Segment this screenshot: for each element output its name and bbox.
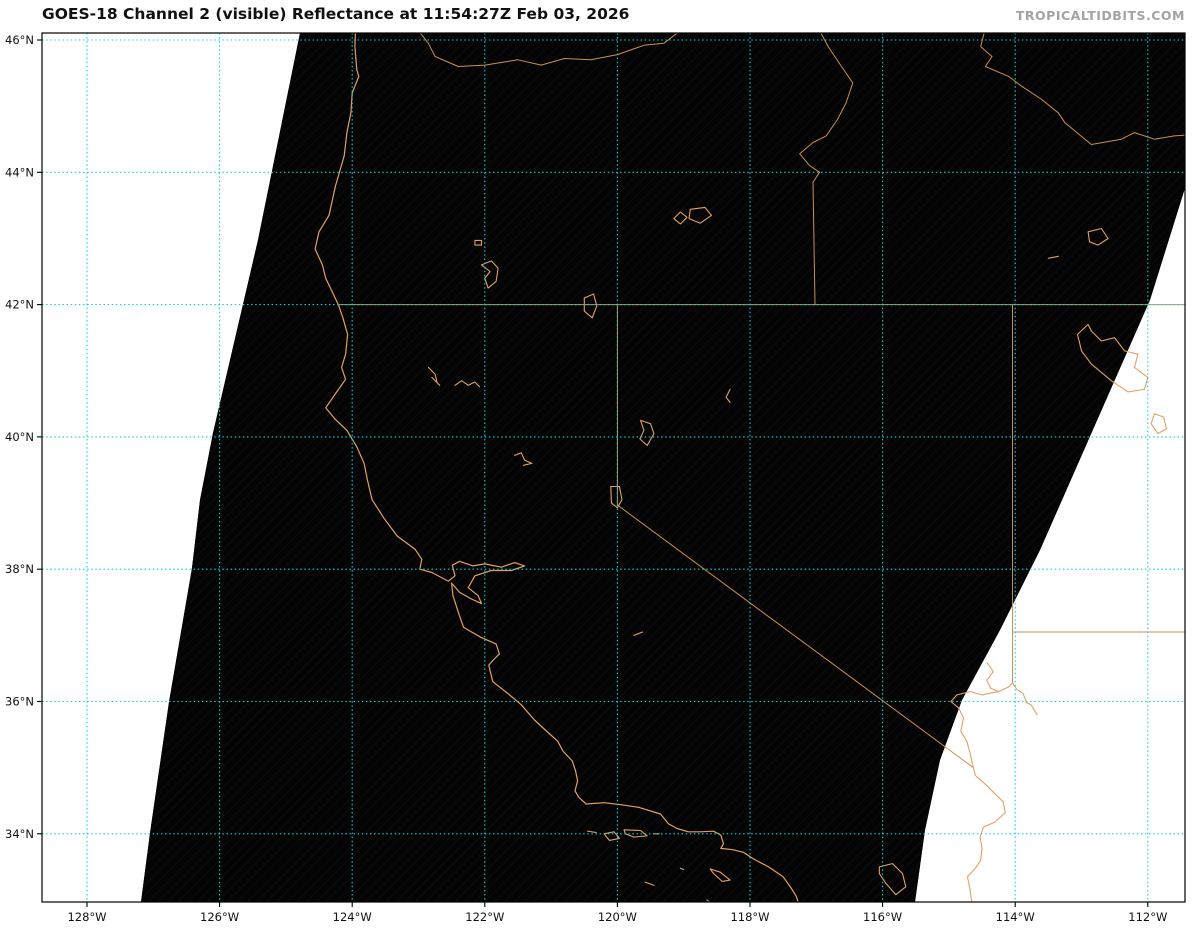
lat-tick-label: 40°N [5,430,34,444]
colorado-river-lower [950,691,1006,902]
lat-tick-label: 34°N [5,827,34,841]
lake-mead-overton-arm [986,662,1014,693]
lon-tick-label: 116°W [863,910,902,924]
lat-tick-label: 46°N [5,33,34,47]
malheur-lake [673,211,688,225]
satellite-swath [141,33,1185,902]
plot-frame [41,32,1186,903]
lon-tick-label: 126°W [200,910,239,924]
lon-tick-label: 118°W [730,910,769,924]
lon-tick-label: 112°W [1128,910,1167,924]
tropicaltidbits-watermark: TROPICALTIDBITS.COM [1015,8,1185,23]
crater-lake [474,239,483,246]
harney-lake [688,206,713,224]
swath-scanline-texture [141,33,1185,902]
upper-klamath-lake [480,260,499,289]
page-title: GOES-18 Channel 2 (visible) Reflectance … [42,5,630,23]
san-nicolas-island [644,881,655,886]
pacific-coastline [314,33,799,902]
latlon-gridlines [42,33,1185,902]
utah-lake [1150,413,1167,435]
santa-catalina-island [709,868,731,882]
snake-river-or-id-border [799,33,854,306]
lon-tick-label: 128°W [67,910,106,924]
rye-patch-reservoir [725,388,731,404]
santa-barbara-island [679,867,685,871]
lat-tick-label: 44°N [5,165,34,179]
lake-oroville [514,452,533,466]
american-falls-reservoir [1087,227,1109,246]
lat-tick-label: 36°N [5,695,34,709]
san-clemente-island [706,899,711,902]
salton-sea [878,863,907,896]
santa-rosa-island [603,831,620,841]
santa-cruz-island [623,829,648,838]
lon-tick-label: 124°W [333,910,372,924]
lat-tick-label: 42°N [5,298,34,312]
lon-tick-label: 122°W [465,910,504,924]
goose-lake [583,293,598,319]
lon-tick-label: 120°W [598,910,637,924]
lon-tick-label: 114°W [996,910,1035,924]
lake-walcott [1047,255,1059,259]
lat-tick-label: 38°N [5,562,34,576]
san-miguel-island [587,830,597,834]
millerton-lake [633,631,644,636]
columbia-river-or-wa-border [419,33,679,67]
shasta-lake [454,380,481,388]
trinity-lake [427,366,441,386]
axis-labels: 46°N 44°N 42°N 40°N 38°N 36°N 34°N 128°W 126°W 12… [5,33,1167,924]
border-ca-nv-diagonal [616,504,974,769]
lake-tahoe [610,485,623,509]
pyramid-lake [639,419,655,447]
axis-ticks [37,39,1149,907]
colorado-river-grand-canyon-arm [1011,682,1038,716]
